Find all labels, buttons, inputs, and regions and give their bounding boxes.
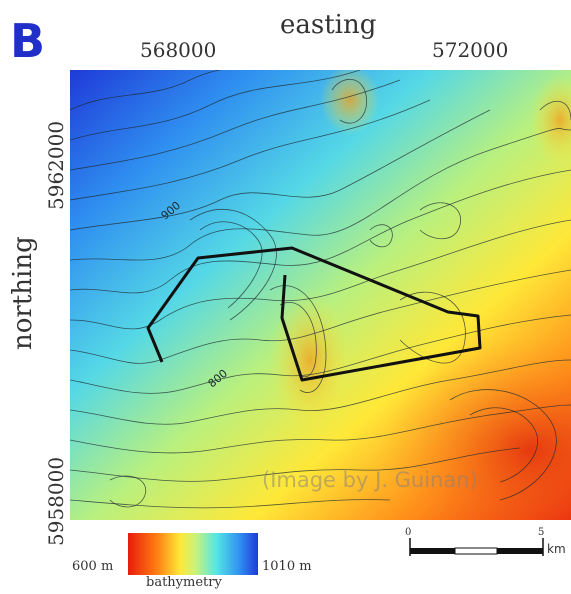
survey-area-outline xyxy=(146,246,482,382)
map-high-zone xyxy=(270,290,350,430)
y-axis-title: northing xyxy=(8,236,38,350)
x-tick-label-572000: 572000 xyxy=(432,38,509,62)
map-low-zone xyxy=(380,340,571,520)
legend-min-label: 600 m xyxy=(72,559,114,574)
x-tick-label-568000: 568000 xyxy=(140,38,217,62)
contour-lines xyxy=(70,70,571,509)
legend-title: bathymetry xyxy=(146,575,222,590)
x-axis-title: easting xyxy=(280,10,377,40)
map-shoal-east xyxy=(530,75,571,165)
y-tick-label-5958000: 5958000 xyxy=(44,456,68,546)
image-credit-watermark: (Image by J. Guinan) xyxy=(262,468,478,492)
scale-bar-unit: km xyxy=(547,542,566,556)
bathymetry-map-svg: 900 800 xyxy=(70,70,571,520)
scale-bar xyxy=(405,520,565,580)
panel-letter: B xyxy=(10,14,46,68)
bathymetry-color-scale xyxy=(128,533,258,575)
scale-bar-end-label: 5 xyxy=(538,527,545,538)
bathymetry-map: 900 800 xyxy=(70,70,571,520)
legend-max-label: 1010 m xyxy=(262,559,312,574)
scale-bar-start-label: 0 xyxy=(405,527,412,538)
y-tick-label-5962000: 5962000 xyxy=(44,120,68,210)
